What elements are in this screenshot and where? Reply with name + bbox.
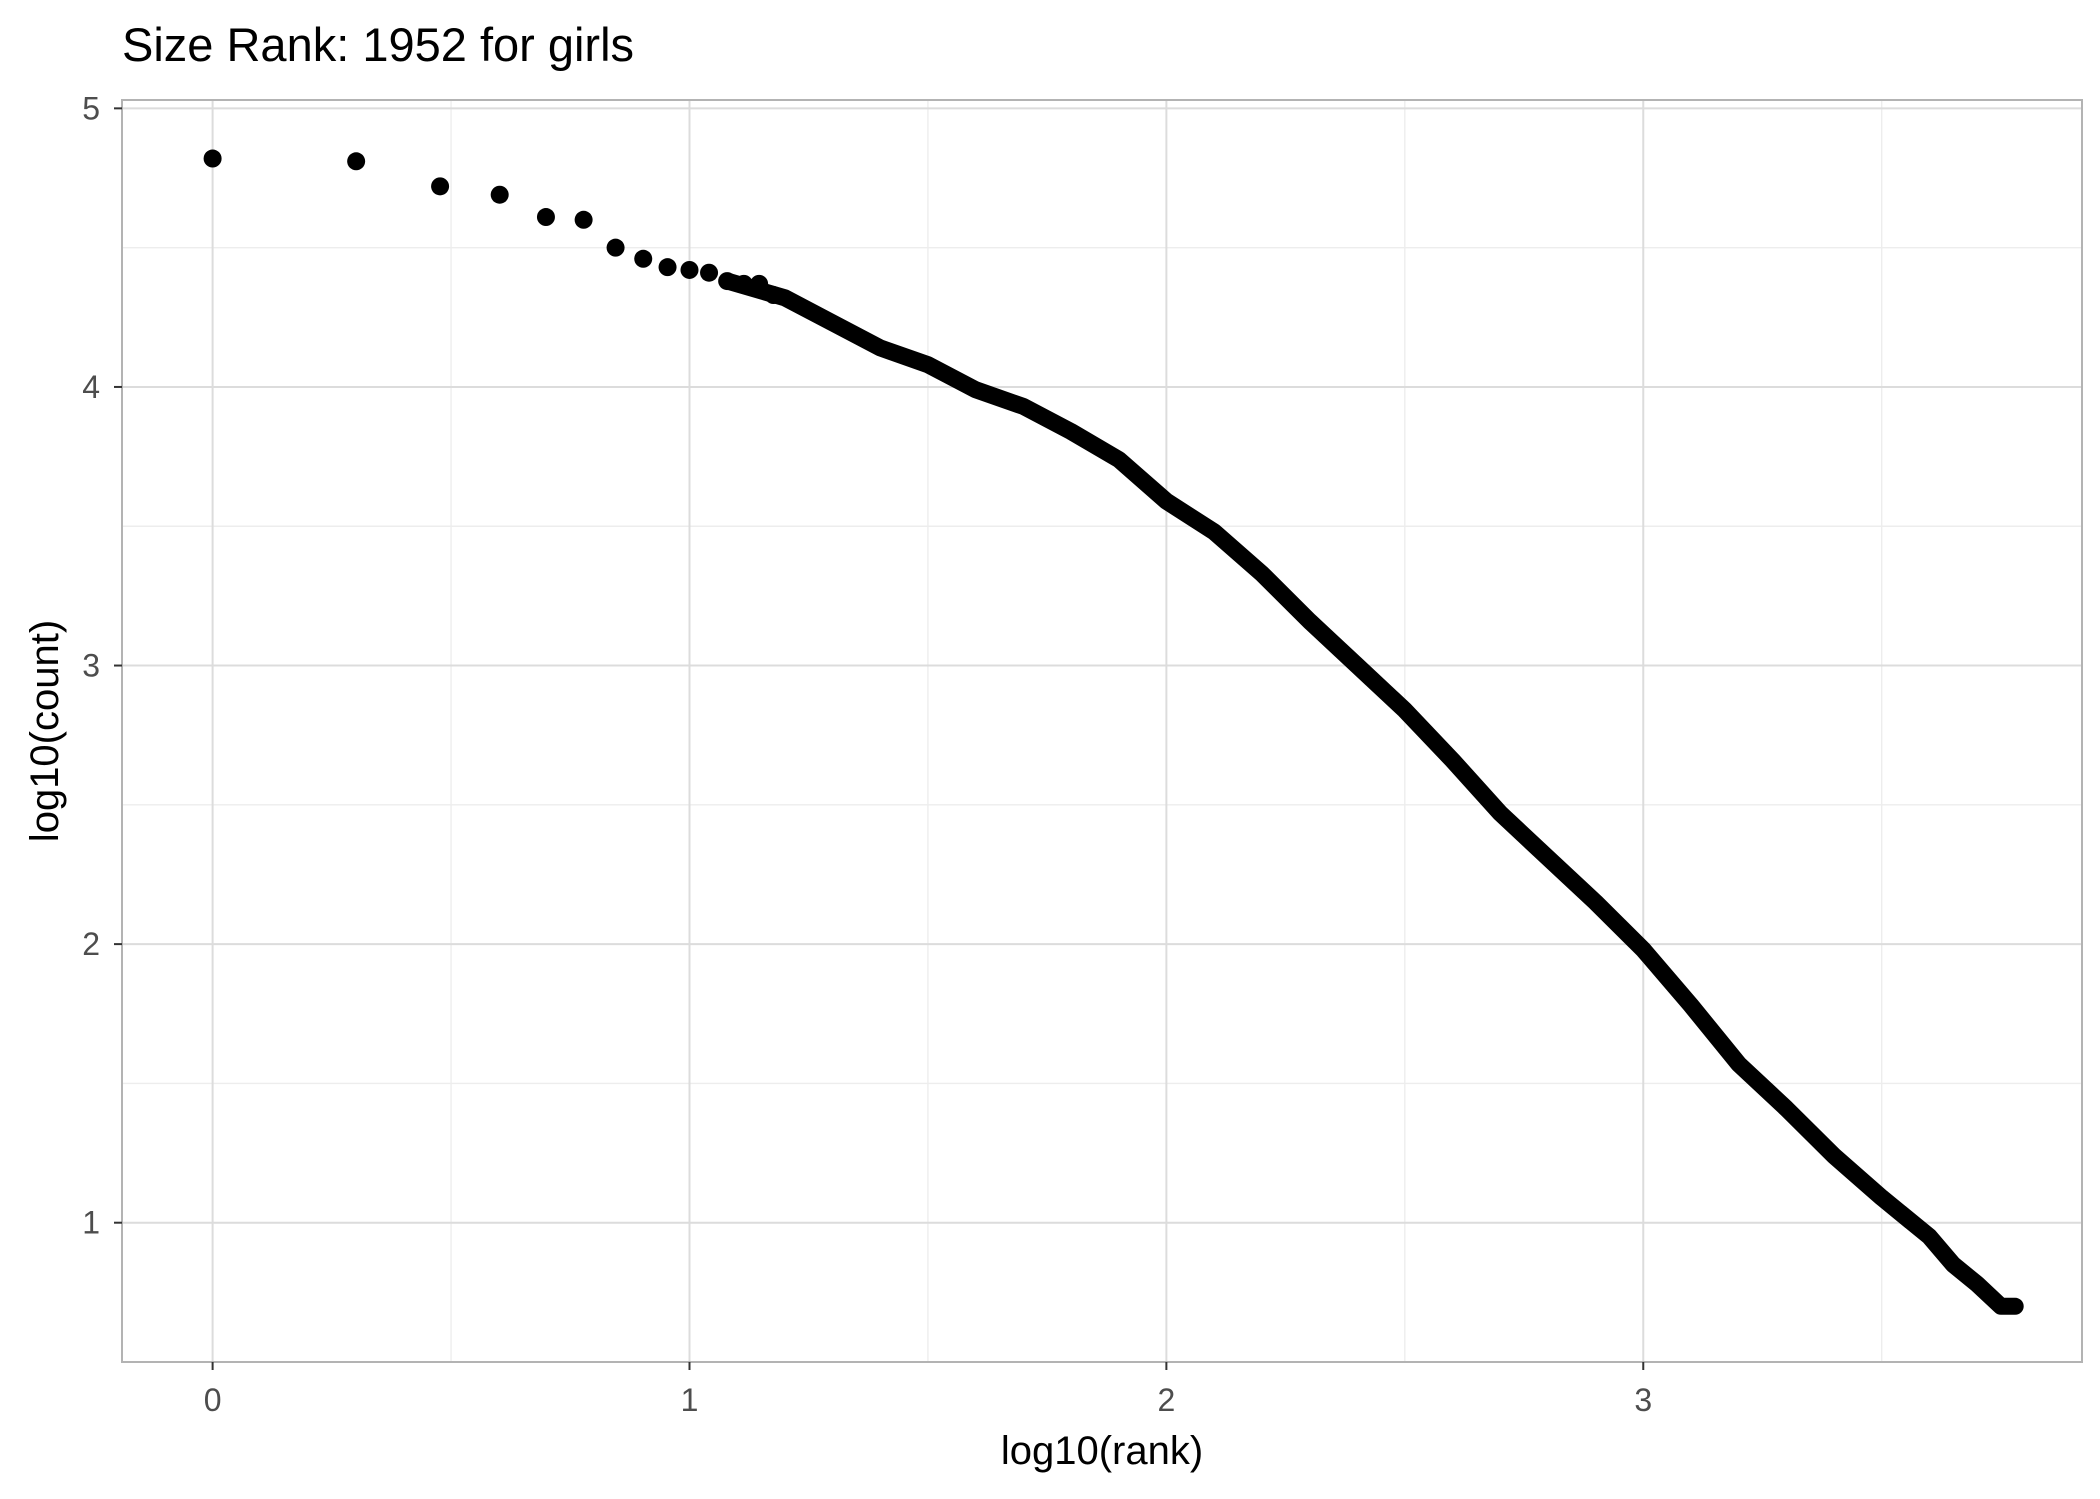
data-point [431, 177, 450, 196]
data-point [734, 274, 753, 293]
data-point [536, 208, 555, 227]
y-tick-label: 2 [82, 926, 100, 962]
y-tick-label: 1 [82, 1205, 100, 1241]
data-point [634, 249, 653, 268]
y-axis-title: log10(count) [23, 620, 67, 842]
data-point [347, 152, 366, 171]
y-tick-label: 4 [82, 369, 100, 405]
dense-points-curve [719, 272, 2024, 1315]
panel-border [121, 99, 2083, 1363]
data-point [680, 260, 699, 279]
data-point [764, 286, 783, 305]
y-tick-label: 5 [82, 90, 100, 126]
x-axis-title: log10(rank) [1001, 1429, 1203, 1473]
data-point [658, 258, 677, 277]
chart-title: Size Rank: 1952 for girls [122, 18, 634, 71]
grid-layer [122, 100, 2082, 1362]
x-tick-label: 1 [681, 1382, 699, 1418]
data-point [490, 185, 509, 204]
data-point [606, 238, 625, 257]
data-point [718, 272, 737, 291]
x-tick-label: 0 [204, 1382, 222, 1418]
data-point [574, 210, 593, 229]
data-point [700, 263, 719, 282]
point-layer [203, 149, 2024, 1315]
data-point [203, 149, 222, 168]
x-tick-label: 3 [1634, 1382, 1652, 1418]
data-point [750, 274, 769, 293]
tick-layer: 0 1 2 3 1 2 3 4 5 [82, 90, 1652, 1418]
y-tick-label: 3 [82, 648, 100, 684]
x-tick-label: 2 [1157, 1382, 1175, 1418]
